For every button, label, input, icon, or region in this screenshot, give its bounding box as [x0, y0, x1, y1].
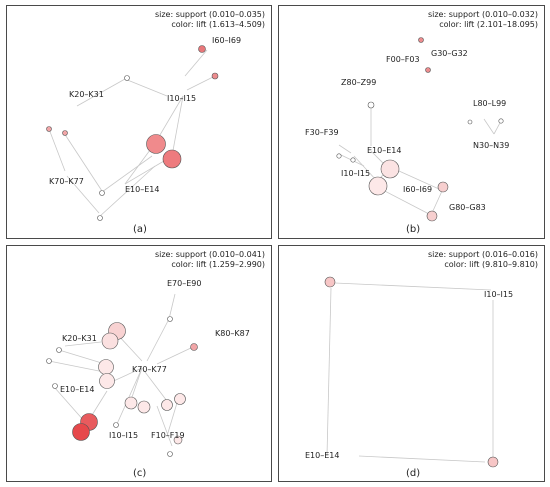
panel-b-legend-color: color: lift (2.101–18.095)	[439, 20, 538, 29]
node-g30-g32	[425, 67, 431, 73]
label-i60-i69: I60–I69	[403, 185, 432, 194]
panel-a-legend: size: support (0.010–0.035) color: lift …	[155, 10, 265, 30]
node-l80-l99	[498, 118, 504, 124]
node-small-c2	[46, 358, 52, 364]
label-l80-l99: L80–L99	[473, 99, 506, 108]
node-medium-c1	[124, 396, 138, 410]
panel-d: size: support (0.016–0.016) color: lift …	[278, 245, 545, 482]
panel-c-graph: E70–E90 K20–K31 K80–K87 K70–K77 E10–E14 …	[46, 279, 250, 457]
node-d2	[487, 456, 499, 468]
panel-b-graph: F00–F03 G30–G32 Z80–Z99 L80–L99 F30–F39 …	[305, 37, 509, 222]
node-large-c4	[99, 373, 115, 389]
node-small-a2	[124, 75, 130, 81]
node-medium-c3	[174, 393, 186, 405]
node-small-a5	[99, 190, 105, 196]
panel-a-graph: I60–I69 K20–K31 I10–I15 K70–K77 E10–E14	[46, 36, 241, 221]
panel-a-caption: (a)	[133, 224, 147, 235]
node-medium-c2	[137, 400, 151, 414]
node-small-b1	[467, 119, 473, 125]
node-small-c5	[113, 422, 119, 428]
node-red-c2	[72, 423, 90, 441]
node-small-c6	[167, 451, 173, 457]
panel-a-nodes	[46, 45, 219, 221]
node-small-c4	[173, 435, 183, 445]
label-g30-g32: G30–G32	[431, 49, 468, 58]
panel-b-nodes	[336, 37, 504, 222]
label-z80-z99: Z80–Z99	[341, 78, 376, 87]
label-e10-e14: E10–E14	[60, 385, 94, 394]
node-small-a6	[97, 215, 103, 221]
panel-d-caption: (d)	[406, 468, 421, 479]
node-large-c2	[101, 332, 119, 350]
panel-b-legend: size: support (0.010–0.032) color: lift …	[428, 10, 538, 30]
node-small-a1	[211, 72, 219, 80]
label-k20-k31: K20–K31	[69, 90, 104, 99]
label-f00-f03: F00–F03	[386, 55, 420, 64]
node-e70-e90	[167, 316, 173, 322]
label-k20-k31: K20–K31	[62, 334, 97, 343]
label-i10-i15: I10–I15	[109, 431, 138, 440]
panel-a: size: support (0.010–0.035) color: lift …	[6, 5, 272, 239]
label-k70-k77: K70–K77	[49, 177, 84, 186]
node-small-a3	[46, 126, 52, 132]
label-f10-f19: F10–F19	[151, 431, 185, 440]
node-g80-g83	[426, 210, 438, 222]
label-i10-i15: I10–I15	[341, 169, 370, 178]
node-d1	[324, 276, 336, 288]
panel-b-legend-size: size: support (0.010–0.032)	[427, 10, 538, 19]
node-small-c1	[56, 347, 62, 353]
panel-b: size: support (0.010–0.032) color: lift …	[278, 5, 545, 239]
panel-b-edges	[338, 105, 502, 215]
label-e10-e14: E10–E14	[305, 451, 339, 460]
node-z80-z99	[367, 101, 375, 109]
node-large-a1	[146, 134, 166, 154]
panel-c-caption: (c)	[133, 468, 147, 479]
label-n30-n39: N30–N39	[473, 141, 509, 150]
panel-d-legend-size: size: support (0.016–0.016)	[427, 250, 538, 259]
panel-c: size: support (0.010–0.041) color: lift …	[6, 245, 272, 482]
label-k70-k77: K70–K77	[132, 365, 167, 374]
label-e10-e14: E10–E14	[367, 146, 401, 155]
label-f30-f39: F30–F39	[305, 128, 339, 137]
panel-d-nodes	[324, 276, 499, 468]
label-g80-g83: G80–G83	[449, 203, 486, 212]
panel-d-legend: size: support (0.016–0.016) color: lift …	[428, 250, 538, 270]
panel-c-legend-size: size: support (0.010–0.041)	[154, 250, 265, 259]
node-medium-c4	[161, 399, 173, 411]
node-i60-i69	[198, 45, 206, 53]
label-k80-k87: K80–K87	[215, 329, 250, 338]
panel-c-nodes	[46, 316, 198, 457]
panel-b-caption: (b)	[406, 224, 421, 235]
node-f00-f03	[418, 37, 424, 43]
label-i10-i15: I10–I15	[484, 290, 513, 299]
panel-c-edges	[48, 293, 194, 447]
node-small-b2	[336, 153, 342, 159]
panel-a-legend-color: color: lift (1.613–4.509)	[171, 20, 265, 29]
panel-a-legend-size: size: support (0.010–0.035)	[154, 10, 265, 19]
label-i60-i69: I60–I69	[212, 36, 241, 45]
label-e70-e90: E70–E90	[167, 279, 201, 288]
node-large-a2	[162, 149, 182, 169]
panel-c-legend-color: color: lift (1.259–2.990)	[171, 260, 265, 269]
panel-d-edges	[326, 282, 494, 463]
node-small-b3	[350, 157, 356, 163]
node-e10-e14	[380, 159, 400, 179]
node-i60-i69	[437, 181, 449, 193]
panel-a-edges	[48, 49, 216, 218]
node-k80-k87	[190, 343, 198, 351]
label-i10-i15: I10–I15	[167, 94, 196, 103]
label-e10-e14: E10–E14	[125, 185, 159, 194]
panel-d-graph: I10–I15 E10–E14	[305, 276, 513, 468]
panel-c-legend: size: support (0.010–0.041) color: lift …	[155, 250, 265, 270]
node-i10-i15	[368, 176, 388, 196]
panel-d-legend-color: color: lift (9.810–9.810)	[444, 260, 538, 269]
node-small-a4	[62, 130, 68, 136]
node-small-c3	[52, 383, 58, 389]
node-large-c3	[98, 359, 114, 375]
